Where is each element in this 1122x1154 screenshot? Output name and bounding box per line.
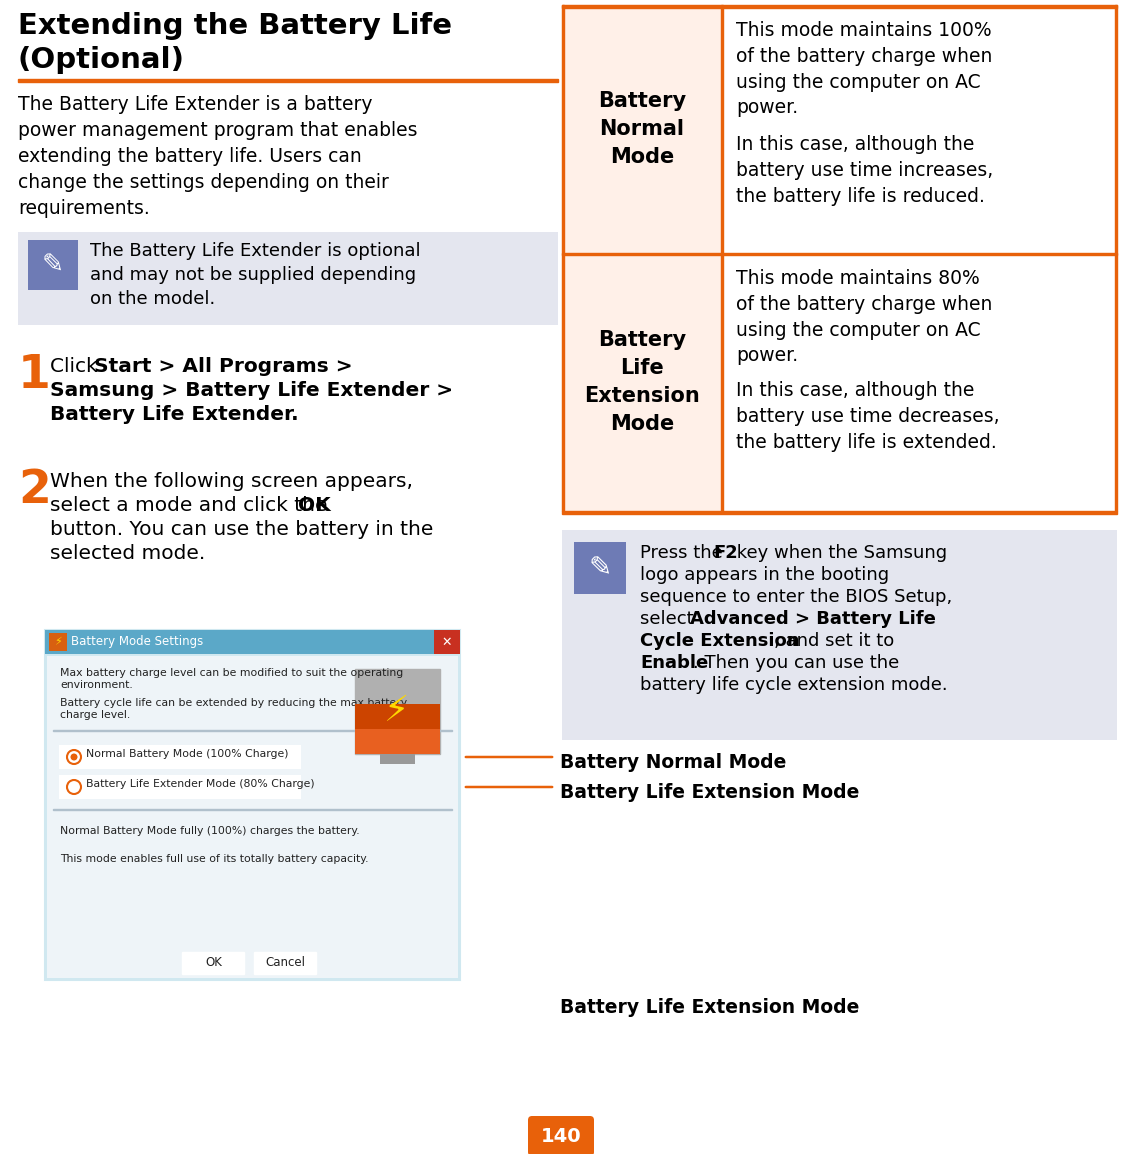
- Bar: [355, 729, 440, 754]
- Bar: [45, 630, 460, 654]
- Bar: [574, 542, 626, 594]
- Text: 2: 2: [18, 469, 50, 514]
- Bar: [562, 5, 1118, 8]
- Text: on the model.: on the model.: [90, 290, 215, 308]
- Text: Cycle Extension: Cycle Extension: [640, 632, 800, 650]
- Bar: [255, 952, 316, 974]
- Text: Battery Life Extension Mode: Battery Life Extension Mode: [560, 998, 859, 1017]
- Text: logo appears in the booting: logo appears in the booting: [640, 565, 889, 584]
- Bar: [562, 511, 1118, 514]
- Text: select: select: [640, 610, 699, 628]
- Bar: [355, 669, 440, 754]
- Circle shape: [71, 754, 77, 760]
- Text: ✎: ✎: [42, 252, 64, 278]
- Text: , and set it to: , and set it to: [774, 632, 894, 650]
- Bar: [45, 630, 460, 980]
- Text: Battery Life Extender Mode (80% Charge): Battery Life Extender Mode (80% Charge): [86, 779, 314, 789]
- Bar: [59, 745, 300, 769]
- Circle shape: [67, 780, 81, 794]
- Text: 1: 1: [18, 353, 50, 398]
- Text: Extending the Battery Life: Extending the Battery Life: [18, 12, 452, 40]
- Text: (Optional): (Optional): [18, 46, 185, 74]
- Text: Start > All Programs >: Start > All Programs >: [94, 357, 352, 376]
- Text: 140: 140: [541, 1126, 581, 1146]
- Text: When the following screen appears,: When the following screen appears,: [50, 472, 413, 490]
- Text: In this case, although the
battery use time increases,
the battery life is reduc: In this case, although the battery use t…: [736, 135, 993, 205]
- Text: Battery
Life
Extension
Mode: Battery Life Extension Mode: [585, 330, 700, 434]
- Text: ⚡: ⚡: [385, 694, 410, 728]
- Text: This mode maintains 100%
of the battery charge when
using the computer on AC
pow: This mode maintains 100% of the battery …: [736, 21, 992, 118]
- Bar: [721, 5, 723, 511]
- Text: sequence to enter the BIOS Setup,: sequence to enter the BIOS Setup,: [640, 589, 953, 606]
- Text: OK: OK: [298, 496, 331, 515]
- Text: Advanced > Battery Life: Advanced > Battery Life: [690, 610, 936, 628]
- Text: charge level.: charge level.: [59, 710, 130, 720]
- Bar: [562, 5, 721, 253]
- Text: Battery Life Extension Mode: Battery Life Extension Mode: [560, 784, 859, 802]
- Bar: [562, 5, 564, 511]
- Text: F2: F2: [712, 544, 738, 562]
- Circle shape: [67, 750, 81, 764]
- Text: Max battery charge level can be modified to suit the operating: Max battery charge level can be modified…: [59, 668, 403, 679]
- Text: environment.: environment.: [59, 680, 132, 690]
- Bar: [562, 530, 1118, 740]
- Text: This mode enables full use of its totally battery capacity.: This mode enables full use of its totall…: [59, 854, 368, 864]
- Text: change the settings depending on their: change the settings depending on their: [18, 173, 389, 192]
- Bar: [562, 253, 721, 511]
- Text: ⚡: ⚡: [54, 637, 62, 647]
- Text: Battery Mode Settings: Battery Mode Settings: [71, 636, 203, 649]
- Text: extending the battery life. Users can: extending the battery life. Users can: [18, 147, 361, 166]
- Text: Normal Battery Mode (100% Charge): Normal Battery Mode (100% Charge): [86, 749, 288, 759]
- Text: This mode maintains 80%
of the battery charge when
using the computer on AC
powe: This mode maintains 80% of the battery c…: [736, 269, 992, 366]
- Text: and may not be supplied depending: and may not be supplied depending: [90, 267, 416, 284]
- Bar: [47, 655, 458, 977]
- Text: Battery
Normal
Mode: Battery Normal Mode: [598, 91, 686, 167]
- Text: Click: Click: [50, 357, 104, 376]
- Bar: [355, 704, 440, 754]
- Text: ✎: ✎: [588, 554, 611, 582]
- Text: ✕: ✕: [442, 636, 452, 649]
- Text: Enable: Enable: [640, 654, 708, 672]
- Text: OK: OK: [205, 957, 222, 969]
- Text: button. You can use the battery in the: button. You can use the battery in the: [50, 520, 433, 539]
- Text: Normal Battery Mode fully (100%) charges the battery.: Normal Battery Mode fully (100%) charges…: [59, 826, 360, 835]
- Text: battery life cycle extension mode.: battery life cycle extension mode.: [640, 676, 948, 694]
- Bar: [183, 952, 245, 974]
- Text: Battery cycle life can be extended by reducing the max battery: Battery cycle life can be extended by re…: [59, 698, 407, 709]
- Text: In this case, although the
battery use time decreases,
the battery life is exten: In this case, although the battery use t…: [736, 381, 1000, 451]
- Bar: [434, 630, 460, 654]
- Bar: [18, 78, 558, 82]
- Text: Samsung > Battery Life Extender >: Samsung > Battery Life Extender >: [50, 381, 453, 400]
- Bar: [1115, 5, 1118, 511]
- Text: key when the Samsung: key when the Samsung: [732, 544, 947, 562]
- Bar: [28, 240, 79, 290]
- Bar: [49, 634, 67, 651]
- Text: The Battery Life Extender is a battery: The Battery Life Extender is a battery: [18, 95, 373, 114]
- Text: The Battery Life Extender is optional: The Battery Life Extender is optional: [90, 242, 421, 260]
- Bar: [59, 775, 300, 799]
- Bar: [380, 754, 415, 764]
- Text: Cancel: Cancel: [266, 957, 305, 969]
- Bar: [721, 5, 1118, 253]
- Text: requirements.: requirements.: [18, 198, 149, 218]
- Text: selected mode.: selected mode.: [50, 544, 205, 563]
- Text: Battery Normal Mode: Battery Normal Mode: [560, 754, 787, 772]
- Text: power management program that enables: power management program that enables: [18, 121, 417, 140]
- Bar: [721, 253, 1118, 511]
- Bar: [18, 232, 558, 325]
- FancyBboxPatch shape: [528, 1116, 594, 1154]
- Text: . Then you can use the: . Then you can use the: [693, 654, 899, 672]
- Text: select a mode and click the: select a mode and click the: [50, 496, 334, 515]
- Bar: [562, 253, 1118, 255]
- Text: Battery Life Extender.: Battery Life Extender.: [50, 405, 298, 424]
- Text: Press the: Press the: [640, 544, 728, 562]
